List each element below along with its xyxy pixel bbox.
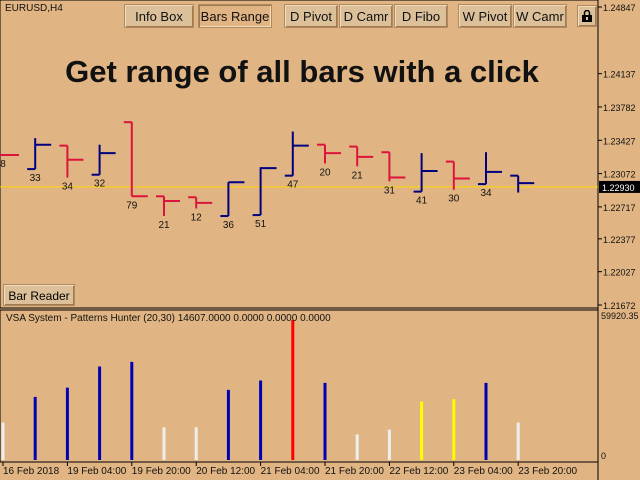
w-camr-button[interactable]: W Camr [513, 4, 567, 28]
bar-reader-button[interactable]: Bar Reader [3, 284, 75, 306]
bar-range-label: 31 [384, 185, 396, 196]
d-camr-button[interactable]: D Camr [339, 4, 393, 28]
price-axis-label: 1.22027 [603, 268, 636, 278]
price-axis-label: 1.24847 [603, 3, 636, 13]
price-axis-label: 1.23782 [603, 103, 636, 113]
bar-range-label: 8 [0, 159, 6, 170]
time-axis-label: 20 Feb 12:00 [196, 466, 255, 477]
info-box-button[interactable]: Info Box [124, 4, 194, 28]
ohlc-bar [510, 174, 535, 193]
ohlc-bar [123, 121, 148, 198]
bar-range-label: 36 [223, 220, 235, 231]
bar-range-label: 34 [62, 182, 74, 193]
price-layer: 8 33 34 32 79 21 12 36 51 47 20 21 31 41 30 34 [0, 121, 598, 231]
ohlc-bar [220, 181, 245, 218]
time-axis-label: 16 Feb 2018 [3, 466, 60, 477]
ohlc-bar [59, 144, 84, 178]
time-axis-label: 22 Feb 12:00 [389, 466, 448, 477]
time-axis-label: 21 Feb 04:00 [261, 466, 320, 477]
indicator-title: VSA System - Patterns Hunter (20,30) 146… [6, 313, 331, 324]
price-chart-frame [0, 0, 599, 309]
bar-range-label: 47 [287, 180, 299, 191]
ohlc-bar [381, 151, 406, 182]
ohlc-bar [478, 152, 502, 186]
current-price-label: 1.22930 [602, 183, 635, 193]
ohlc-bar [284, 131, 309, 177]
time-axis-label: 21 Feb 20:00 [325, 466, 384, 477]
bar-range-label: 79 [126, 200, 138, 211]
time-axis-label: 19 Feb 20:00 [132, 466, 191, 477]
ohlc-bar [413, 153, 438, 193]
bar-range-label: 32 [94, 179, 106, 190]
symbol-label: EURUSD,H4 [5, 3, 63, 14]
headline: Get range of all bars with a click [65, 54, 539, 89]
d-fibo-button[interactable]: D Fibo [394, 4, 448, 28]
time-axis-label: 19 Feb 04:00 [67, 466, 126, 477]
price-axis-label: 1.24137 [603, 70, 636, 80]
ohlc-bar [349, 145, 374, 167]
price-axis-label: 1.21672 [603, 301, 636, 311]
ohlc-bar [0, 154, 19, 157]
price-axis-label: 1.22377 [603, 235, 636, 245]
bar-range-label: 30 [448, 194, 460, 205]
d-pivot-button[interactable]: D Pivot [284, 4, 338, 28]
lock-icon [582, 10, 592, 22]
price-axis-label: 1.23072 [603, 170, 636, 180]
price-axis-label: 1.22717 [603, 203, 636, 213]
indicator-frame [0, 309, 599, 463]
ohlc-bar [27, 138, 52, 171]
time-axis-label: 23 Feb 20:00 [518, 466, 577, 477]
bar-range-label: 51 [255, 219, 267, 230]
lock-button[interactable] [577, 5, 597, 27]
time-axis-label: 23 Feb 04:00 [454, 466, 513, 477]
price-axis-label: 1.23427 [603, 136, 636, 146]
ohlc-bar [252, 167, 277, 217]
bars-range-button[interactable]: Bars Range [198, 4, 272, 28]
ohlc-bar [317, 143, 341, 164]
indicator-axis-max: 59920.35 [601, 311, 639, 321]
w-pivot-button[interactable]: W Pivot [458, 4, 512, 28]
bar-range-label: 41 [416, 196, 428, 207]
bar-range-label: 21 [158, 220, 170, 231]
bar-range-label: 21 [352, 170, 364, 181]
ohlc-bar [188, 196, 213, 209]
bar-range-label: 33 [30, 173, 42, 184]
current-price-tag [599, 180, 640, 193]
ohlc-bar [445, 160, 470, 190]
bar-range-label: 20 [319, 167, 331, 178]
indicator-axis-zero: 0 [601, 451, 606, 461]
ohlc-bar [91, 144, 116, 176]
volume-layer [1, 320, 520, 460]
ohlc-bar [156, 195, 180, 217]
bar-range-label: 12 [191, 213, 203, 224]
axis-layer: 1.24847 1.24137 1.23782 1.23427 1.23072 1.227… [2, 3, 640, 477]
bar-range-label: 34 [480, 188, 492, 199]
